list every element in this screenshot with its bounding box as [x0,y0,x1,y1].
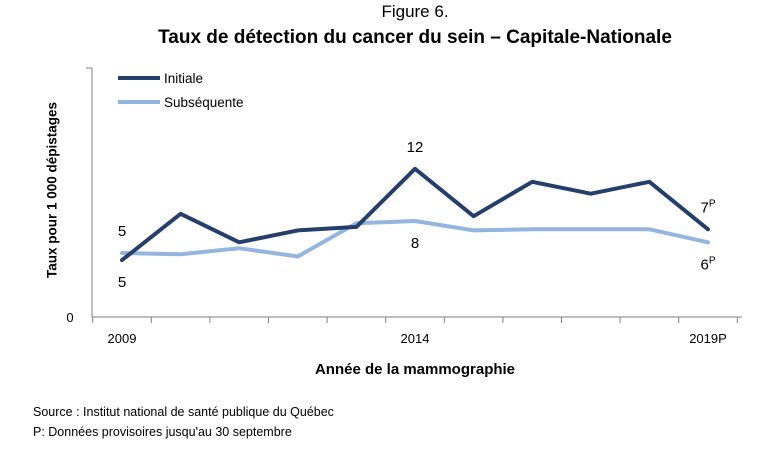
series-line-initiale [120,166,710,263]
chart-title: Taux de détection du cancer du sein – Ca… [158,27,672,48]
x-tick-label: 2014 [401,331,430,346]
source-note: Source : Institut national de santé publ… [33,405,334,419]
data-label: 5 [118,223,126,240]
data-label: 8 [411,235,419,252]
figure-number: Figure 6. [381,2,449,21]
chart-axes: 0 2009 2014 2019P [66,67,742,346]
y-tick-label: 0 [66,310,73,325]
data-label: 5 [118,274,126,291]
x-tick-label: 2009 [108,331,137,346]
data-label: 7P [700,198,715,216]
legend-label: Initiale [164,71,203,86]
chart-series [120,166,710,263]
provisional-note: P: Données provisoires jusqu'au 30 septe… [33,425,292,439]
chart-notes: Source : Institut national de santé publ… [33,402,334,442]
legend-label: Subséquente [164,95,244,110]
data-label: 12 [407,139,424,156]
chart-legend: Initiale Subséquente [118,71,244,110]
series-line-subsequente [120,219,710,259]
chart-data-labels: 5 5 12 8 7P 6P [118,139,716,291]
x-tick-label: 2019P [689,331,727,346]
data-label: 6P [700,255,715,273]
x-axis-label: Année de la mammographie [314,361,516,378]
